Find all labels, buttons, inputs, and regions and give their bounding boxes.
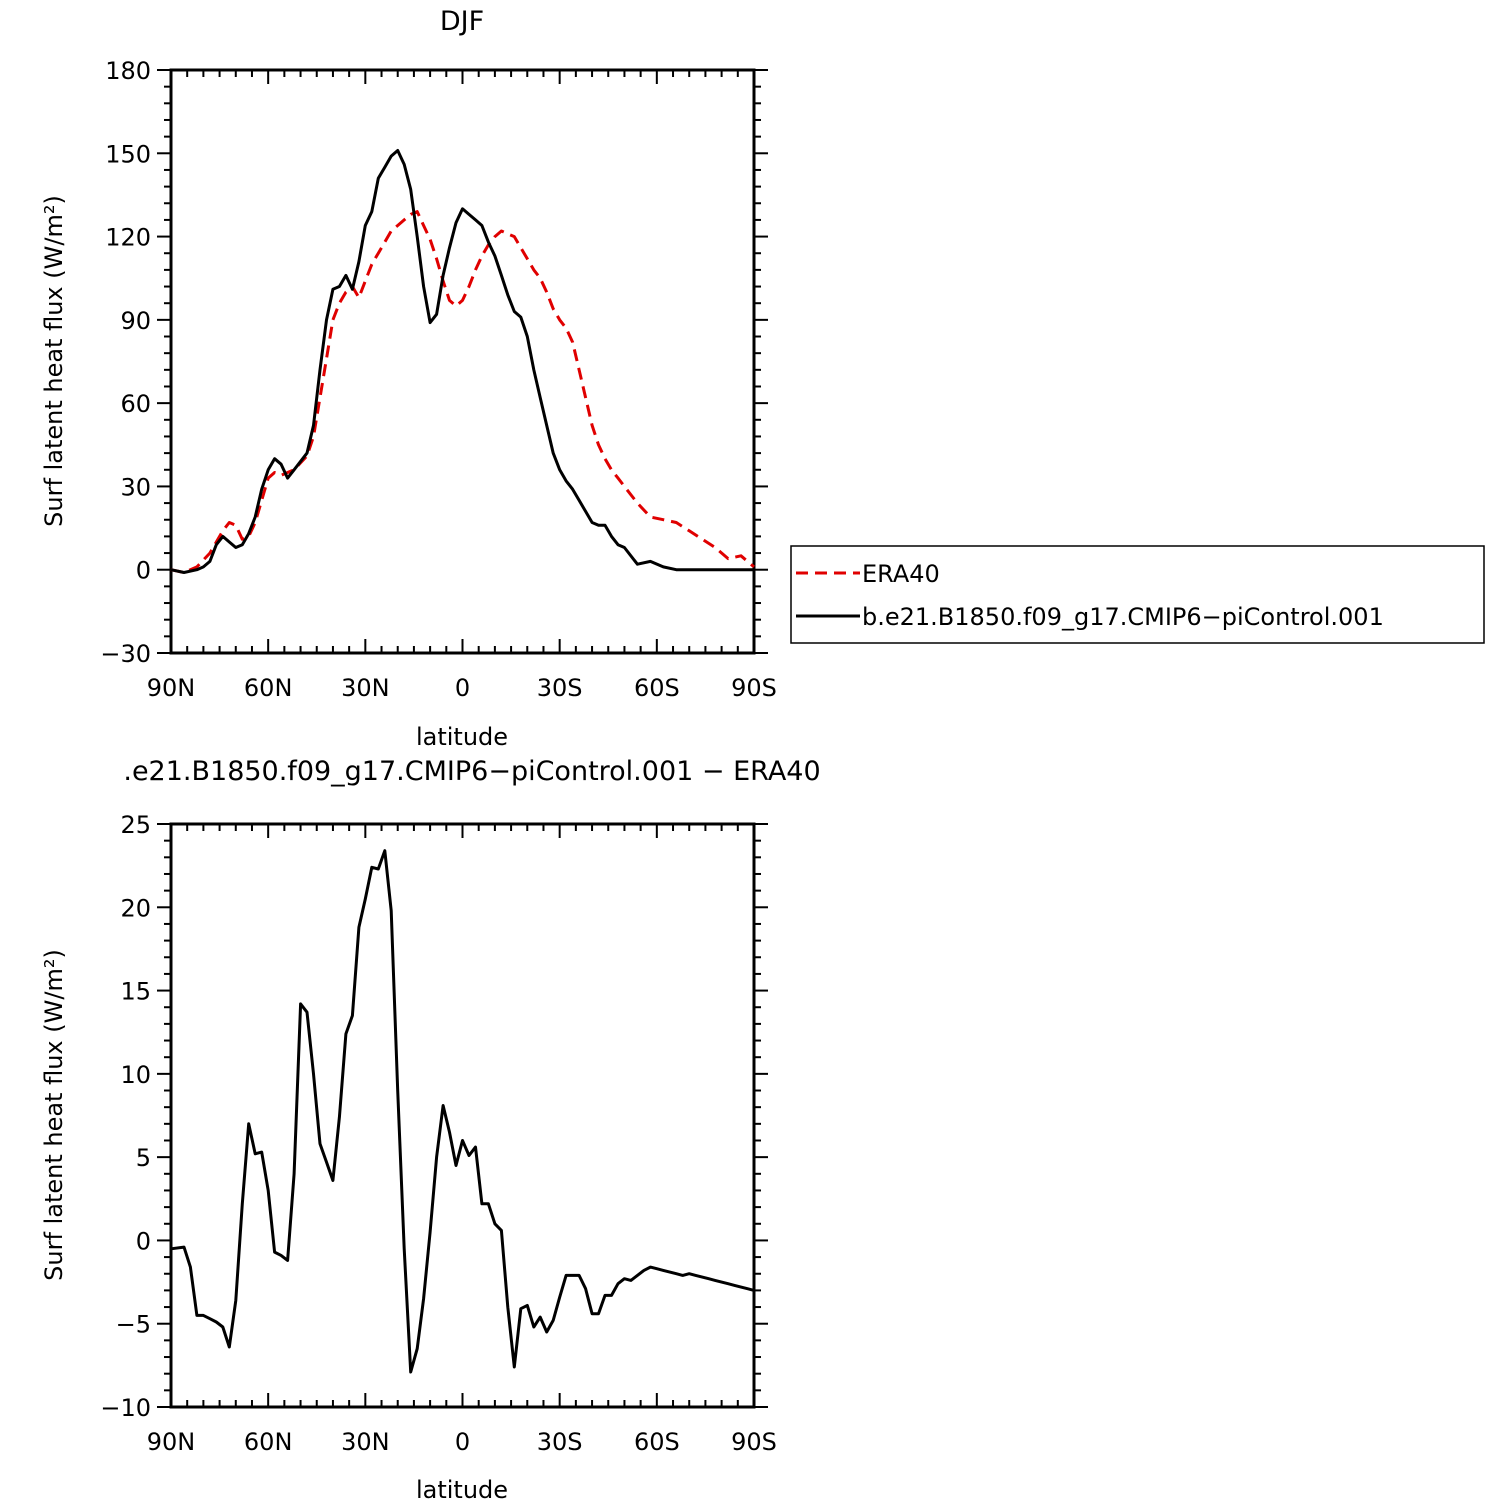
x-tick-label: 30S (537, 1428, 583, 1456)
x-axis-label-bottom: latitude (416, 1476, 508, 1504)
x-tick-label: 90S (731, 1428, 777, 1456)
y-tick-label: 30 (120, 473, 151, 501)
plot-area-bottom: 90N 60N 30N 0 30S 60S 90S −10 −5 0 5 10 15 20 25 (100, 811, 777, 1456)
y-tick-label: 90 (120, 307, 151, 335)
y-tick-label: −30 (100, 640, 151, 668)
plot-frame (169, 68, 756, 655)
y-tick-label: 0 (136, 1227, 151, 1255)
panel-bottom: .e21.B1850.f09_g17.CMIP6−piControl.001 −… (40, 756, 821, 1504)
y-tick-label: 120 (105, 224, 151, 252)
y-tick-label: 150 (105, 140, 151, 168)
x-tick-label: 0 (455, 674, 470, 702)
x-axis-label-top: latitude (416, 723, 508, 751)
legend-label-model: b.e21.B1850.f09_g17.CMIP6−piControl.001 (862, 603, 1384, 631)
plot-frame (169, 822, 756, 1409)
y-tick-label: 15 (120, 978, 151, 1006)
series-line-0-0 (170, 210, 755, 574)
x-tick-label: 60N (244, 674, 293, 702)
x-tick-label: 30N (341, 674, 390, 702)
legend: ERA40 b.e21.B1850.f09_g17.CMIP6−piContro… (790, 545, 1485, 644)
x-tick-label: 90N (147, 674, 196, 702)
y-tick-label: 20 (120, 894, 151, 922)
y-tick-label: 60 (120, 390, 151, 418)
x-tick-label: 0 (455, 1428, 470, 1456)
series-line-1-0 (170, 849, 755, 1374)
y-tick-label: 0 (136, 557, 151, 585)
x-tick-label: 30N (341, 1428, 390, 1456)
legend-box (790, 545, 1485, 644)
y-tick-label: 10 (120, 1061, 151, 1089)
plot-area-top: 90N 60N 30N 0 30S 60S 90S −30 0 30 60 90 120 150 180 (100, 57, 777, 702)
y-tick-label: −5 (116, 1311, 151, 1339)
x-tick-label: 90N (147, 1428, 196, 1456)
y-tick-label: 180 (105, 57, 151, 85)
x-tick-label: 60S (634, 674, 680, 702)
legend-label-era40: ERA40 (862, 560, 940, 588)
x-tick-label: 90S (731, 674, 777, 702)
y-tick-label: −10 (100, 1394, 151, 1422)
chart-title-top: DJF (440, 6, 484, 37)
y-tick-label: 5 (136, 1144, 151, 1172)
y-axis-label-top: Surf latent heat flux (W/m²) (40, 195, 68, 527)
y-axis-label-bottom: Surf latent heat flux (W/m²) (40, 949, 68, 1281)
y-tick-label: 25 (120, 811, 151, 839)
x-tick-label: 60N (244, 1428, 293, 1456)
x-tick-label: 30S (537, 674, 583, 702)
panel-top: DJF 90N 60N 30N 0 30S 60S 90S −30 0 30 60 90 120 150 1… (40, 6, 777, 751)
series-line-0-1 (170, 149, 754, 574)
chart-title-bottom: .e21.B1850.f09_g17.CMIP6−piControl.001 −… (123, 756, 820, 787)
x-tick-label: 60S (634, 1428, 680, 1456)
